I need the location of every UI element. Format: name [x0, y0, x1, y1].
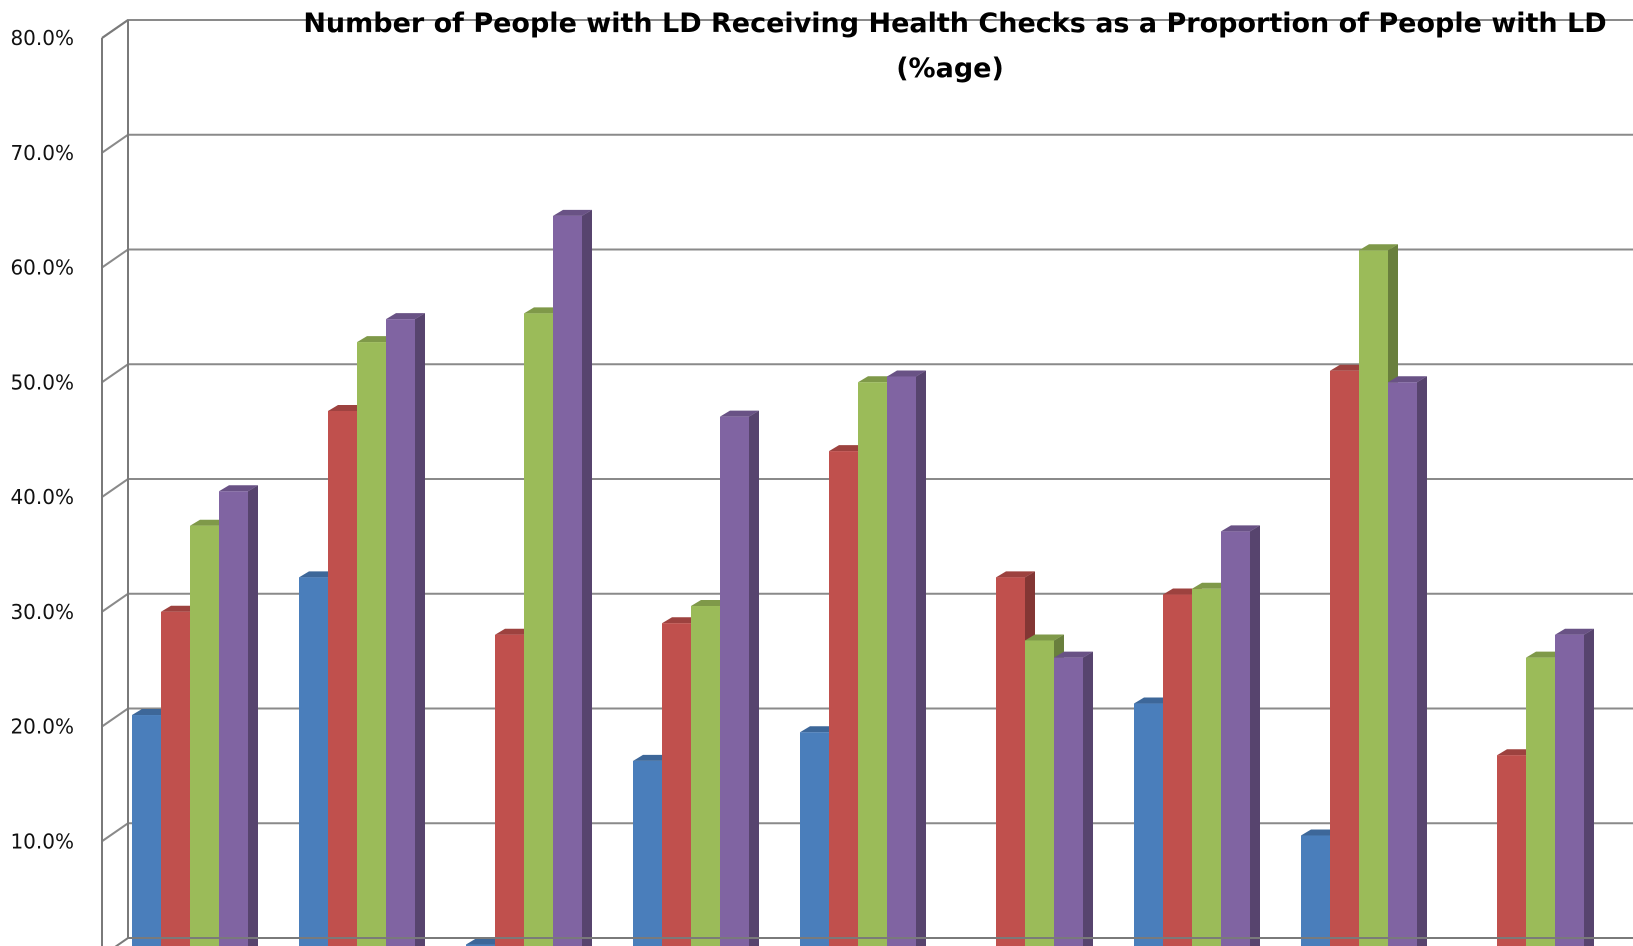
y-tick-label: 10.0%: [10, 829, 74, 853]
bar-front: [829, 451, 858, 946]
bar-top: [1054, 651, 1093, 658]
bar: [1221, 525, 1260, 946]
bar-front: [887, 376, 916, 946]
y-tick-label: 70.0%: [10, 141, 74, 165]
bar-side: [1250, 525, 1260, 946]
y-tick-label: 0.0%: [23, 944, 74, 946]
bar-top: [1359, 244, 1398, 251]
bar-top: [553, 209, 592, 216]
bar: [553, 209, 592, 946]
series-4: [219, 209, 1594, 946]
bar-top: [720, 410, 759, 417]
bar-side: [916, 370, 926, 946]
bar-top: [887, 370, 926, 377]
gridline: [101, 133, 1633, 154]
y-tick-label: 80.0%: [10, 26, 74, 50]
bar-front: [1526, 657, 1555, 946]
bar-front: [1025, 640, 1054, 946]
bar: [386, 313, 425, 946]
bars: [132, 209, 1594, 946]
y-axis-top-edge: [101, 19, 129, 39]
bar-front: [219, 491, 248, 946]
bar-front: [1359, 250, 1388, 946]
bar-side: [749, 410, 759, 946]
bar-front: [1301, 835, 1330, 946]
bar-side: [248, 485, 258, 946]
bar-top: [996, 571, 1035, 578]
bar-front: [328, 410, 357, 946]
bar-front: [357, 342, 386, 946]
bar-front: [495, 634, 524, 946]
bar-front: [662, 623, 691, 946]
bar-front: [524, 313, 553, 946]
axes: [101, 19, 1633, 946]
bar: [219, 485, 258, 946]
y-tick-label: 50.0%: [10, 370, 74, 394]
bar: [1555, 628, 1594, 946]
bar-front: [633, 760, 662, 946]
bar-side: [1584, 628, 1594, 946]
bar-side: [415, 313, 425, 946]
bar-front: [466, 944, 495, 946]
bar: [1388, 376, 1427, 946]
bar-front: [1330, 370, 1359, 946]
y-tick-label: 40.0%: [10, 485, 74, 509]
bar-front: [1555, 634, 1584, 946]
chart-title: Number of People with LD Receiving Healt…: [303, 8, 1606, 39]
chart-subtitle: (%age): [896, 53, 1004, 84]
bar-front: [190, 525, 219, 946]
bar-front: [386, 319, 415, 946]
bar: [720, 410, 759, 946]
bar-top: [1221, 525, 1260, 532]
bar-front: [299, 577, 328, 946]
bar-front: [161, 611, 190, 946]
gridline: [101, 248, 1633, 269]
bar-front: [1497, 755, 1526, 946]
y-tick-label: 20.0%: [10, 715, 74, 739]
y-tick-label: 60.0%: [10, 256, 74, 280]
bar-side: [582, 209, 592, 946]
bar-front: [1192, 588, 1221, 946]
bar-front: [132, 715, 161, 946]
bar-front: [1134, 703, 1163, 946]
bar-front: [1388, 382, 1417, 946]
bar-front: [800, 732, 829, 946]
bar-top: [219, 485, 258, 492]
y-axis-ticks: 0.0% 10.0% 20.0% 30.0% 40.0% 50.0% 60.0% 70.0% 8…: [10, 26, 74, 946]
bar-front: [553, 215, 582, 946]
bar-front: [858, 382, 887, 946]
bar-top: [386, 313, 425, 320]
bar: [887, 370, 926, 946]
y-tick-label: 30.0%: [10, 600, 74, 624]
bar-top: [1025, 634, 1064, 641]
bar-front: [1221, 531, 1250, 946]
bar-side: [1417, 376, 1427, 946]
bar: [829, 445, 868, 946]
bar: [1054, 651, 1093, 946]
bar-top: [1555, 628, 1594, 635]
bar-side: [1083, 651, 1093, 946]
bar-front: [1163, 594, 1192, 946]
bar-top: [1388, 376, 1427, 383]
floor-back-edge: [114, 937, 1633, 946]
bar-front: [720, 416, 749, 946]
bar-front: [996, 577, 1025, 946]
bar-front: [691, 606, 720, 946]
bar-front: [1054, 657, 1083, 946]
